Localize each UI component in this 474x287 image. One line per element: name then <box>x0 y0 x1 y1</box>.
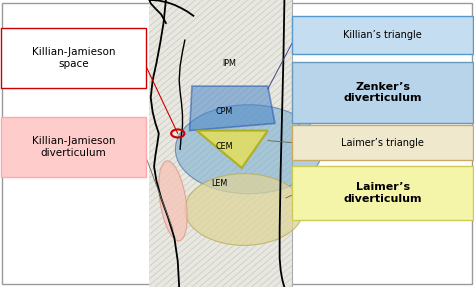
Polygon shape <box>197 131 268 168</box>
Text: CPM: CPM <box>216 107 233 117</box>
FancyBboxPatch shape <box>292 125 473 160</box>
Text: Killian-Jamieson
space: Killian-Jamieson space <box>32 47 115 69</box>
Circle shape <box>175 105 322 194</box>
Text: Laimer’s triangle: Laimer’s triangle <box>341 138 424 148</box>
Text: CEM: CEM <box>216 142 233 151</box>
FancyBboxPatch shape <box>1 28 146 88</box>
Text: Laimer’s
diverticulum: Laimer’s diverticulum <box>344 182 422 204</box>
Text: LEM: LEM <box>211 179 227 188</box>
Text: Killian’s triangle: Killian’s triangle <box>343 30 422 40</box>
Polygon shape <box>190 86 275 131</box>
Text: Killian-Jamieson
diverticulum: Killian-Jamieson diverticulum <box>32 136 115 158</box>
FancyBboxPatch shape <box>292 166 473 220</box>
FancyBboxPatch shape <box>149 0 292 287</box>
FancyBboxPatch shape <box>292 62 473 123</box>
Text: IPM: IPM <box>222 59 236 68</box>
Ellipse shape <box>159 161 187 241</box>
Circle shape <box>185 174 303 245</box>
FancyBboxPatch shape <box>1 117 146 177</box>
Text: Zenker’s
diverticulum: Zenker’s diverticulum <box>344 82 422 103</box>
FancyBboxPatch shape <box>292 16 473 54</box>
FancyBboxPatch shape <box>2 3 472 284</box>
